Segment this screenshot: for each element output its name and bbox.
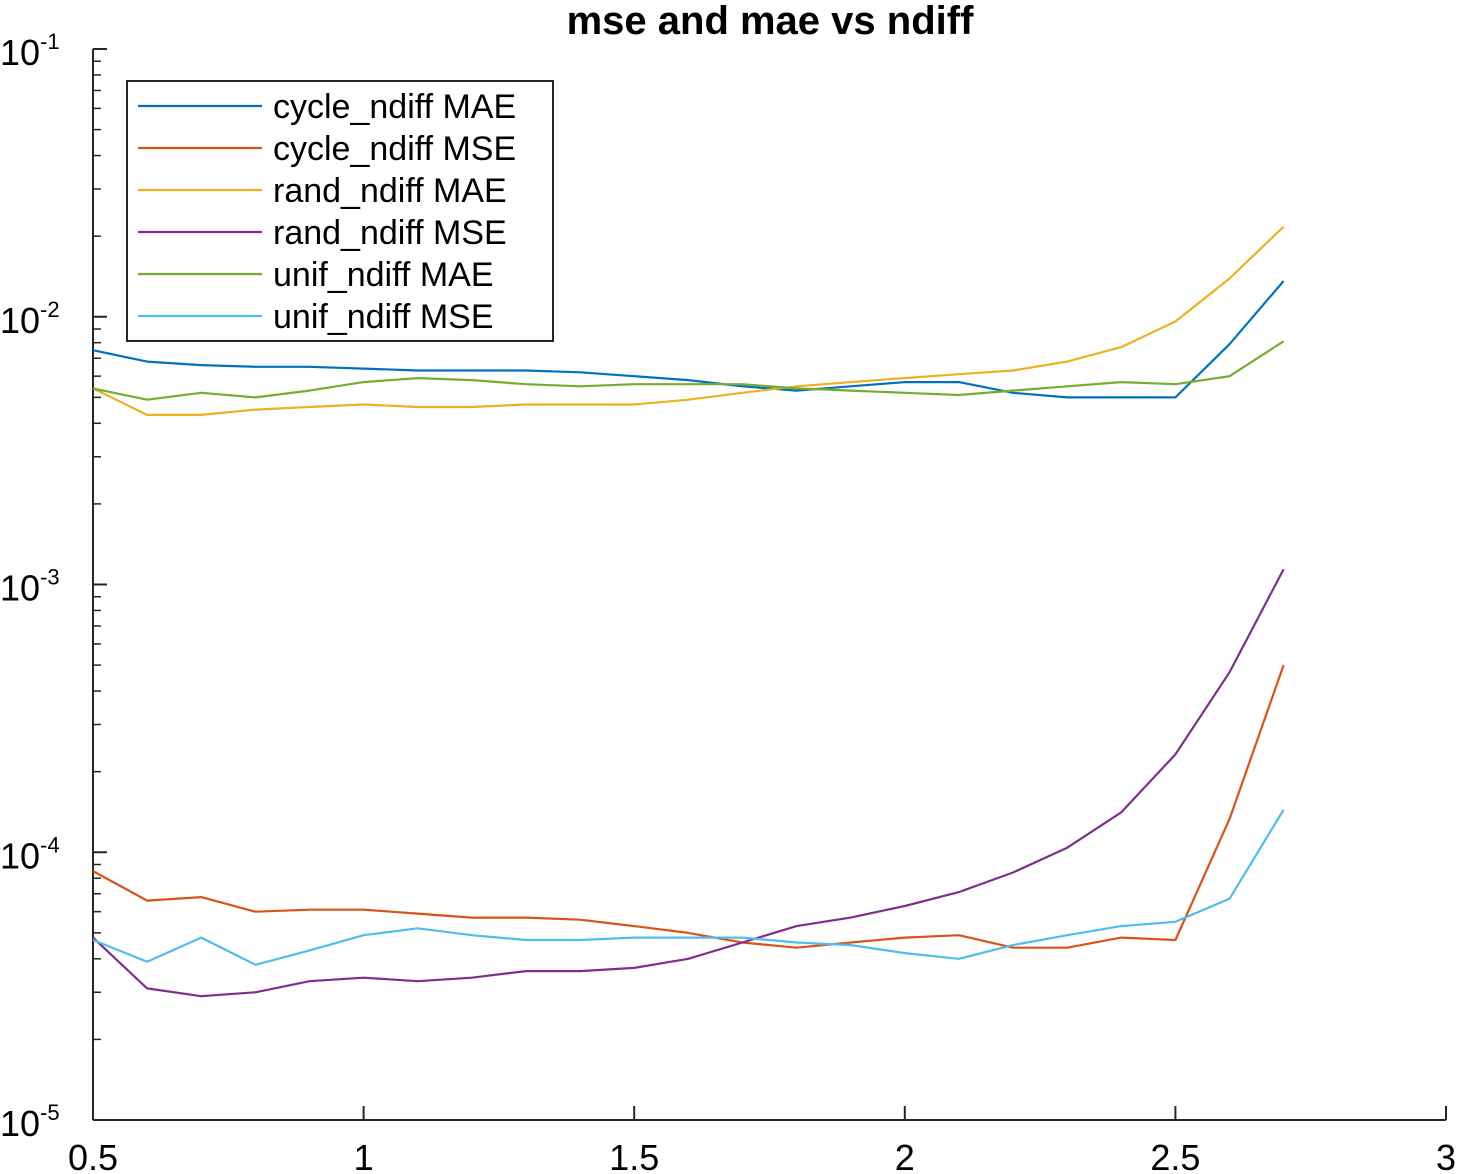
- legend-label: rand_ndiff MSE: [273, 214, 507, 252]
- x-tick-label: 1.5: [609, 1137, 659, 1174]
- y-tick-label: 10-1: [0, 29, 60, 73]
- chart-title: mse and mae vs ndiff: [567, 0, 974, 43]
- legend-label: unif_ndiff MAE: [273, 256, 494, 294]
- legend-label: cycle_ndiff MSE: [273, 130, 516, 168]
- y-tick-label: 10-4: [0, 832, 60, 876]
- axes: 0.5 1 1.5 2 2.5 3 10-1 10-2 10-3 10-4 10-5: [0, 29, 1456, 1174]
- x-tick-label: 3: [1436, 1137, 1456, 1174]
- y-tick-label: 10-2: [0, 297, 60, 341]
- x-tick-label: 1: [354, 1137, 374, 1174]
- series-line: [92, 280, 1285, 399]
- legend-label: rand_ndiff MAE: [273, 172, 507, 210]
- plot-lines: [92, 225, 1285, 998]
- series-line: [92, 664, 1285, 949]
- series-line: [92, 340, 1285, 401]
- legend-box: [126, 80, 554, 342]
- x-tick-label: 2.5: [1150, 1137, 1200, 1174]
- y-tick-label: 10-3: [0, 565, 60, 609]
- y-tick-label: 10-5: [0, 1100, 60, 1144]
- series-line: [92, 225, 1285, 416]
- legend-label: unif_ndiff MSE: [273, 298, 494, 336]
- legend-label: cycle_ndiff MAE: [273, 88, 516, 126]
- series-line: [92, 809, 1285, 966]
- x-tick-label: 0.5: [68, 1137, 118, 1174]
- series-line: [92, 568, 1285, 998]
- legend: cycle_ndiff MAE cycle_ndiff MSE rand_ndiff…: [126, 80, 554, 342]
- x-tick-label: 2: [895, 1137, 915, 1174]
